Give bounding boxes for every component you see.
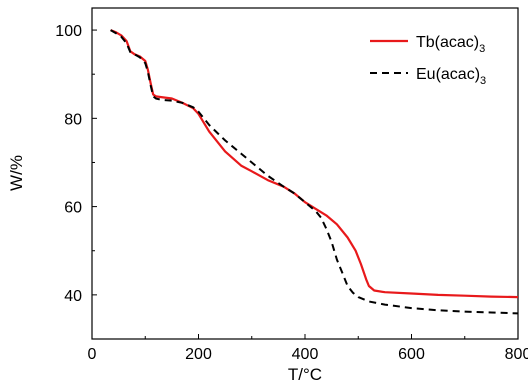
y-axis-title: W/%: [7, 155, 26, 191]
x-tick-label: 800: [505, 346, 528, 363]
y-tick-label: 80: [64, 111, 82, 128]
legend: Tb(acac)3Eu(acac)3: [370, 34, 486, 87]
y-tick-label: 40: [64, 288, 82, 305]
legend-label: Tb(acac)3: [416, 34, 485, 55]
series-line-eu-acac3: [110, 29, 519, 315]
x-tick-label: 0: [88, 346, 97, 363]
x-axis-title: T/°C: [288, 365, 322, 384]
x-tick-label: 600: [398, 346, 425, 363]
legend-label-subscript: 3: [479, 43, 485, 55]
x-tick-label: 400: [292, 346, 319, 363]
legend-label-name: Eu(acac): [416, 66, 480, 83]
series-line-tb-acac3: [110, 29, 519, 299]
plot-frame: [91, 7, 519, 340]
y-tick-label: 100: [55, 23, 82, 40]
y-tick-label: 60: [64, 200, 82, 217]
legend-label-subscript: 3: [480, 75, 486, 87]
axis-ticks: 0 200 400 600 800 40 60 80 100: [55, 23, 528, 363]
series-layer: [110, 29, 519, 315]
legend-label-name: Tb(acac): [416, 34, 479, 51]
legend-label: Eu(acac)3: [416, 66, 486, 87]
x-tick-label: 200: [185, 346, 212, 363]
